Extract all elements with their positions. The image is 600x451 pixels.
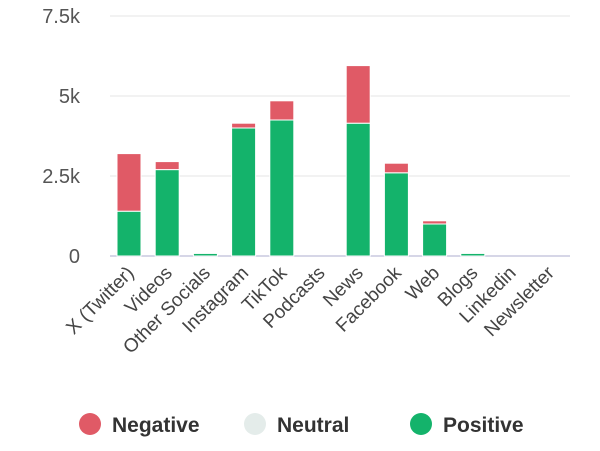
bar-positive[interactable] [345, 122, 371, 257]
gridlines [110, 15, 570, 257]
legend-item-neutral[interactable]: Neutral [244, 413, 349, 437]
bar-negative[interactable] [422, 220, 448, 225]
y-tick-label: 2.5k [42, 166, 81, 188]
legend-marker [79, 413, 101, 435]
bar-negative[interactable] [116, 153, 142, 212]
legend-label: Neutral [277, 414, 349, 437]
bar-negative[interactable] [383, 162, 409, 174]
y-axis-tick-labels: 0 2.5k 5k 7.5k [42, 6, 81, 268]
legend-marker [410, 413, 432, 435]
bar-positive[interactable] [154, 169, 180, 257]
y-tick-label: 7.5k [42, 6, 81, 28]
bar-positive[interactable] [383, 172, 409, 257]
bar-negative[interactable] [269, 100, 295, 121]
legend-item-positive[interactable]: Positive [410, 413, 524, 437]
bar-negative[interactable] [345, 65, 371, 124]
y-tick-label: 5k [59, 86, 81, 108]
bar-positive[interactable] [116, 210, 142, 257]
legend-marker [244, 413, 266, 435]
bars [116, 65, 486, 257]
legend-label: Positive [443, 414, 524, 437]
bar-positive[interactable] [460, 252, 486, 257]
bar-positive[interactable] [422, 223, 448, 257]
legend-item-negative[interactable]: Negative [79, 413, 200, 437]
bar-positive[interactable] [192, 252, 218, 257]
bar-positive[interactable] [269, 119, 295, 257]
bar-positive[interactable] [231, 127, 257, 257]
legend[interactable]: Negative Neutral Positive [79, 413, 524, 437]
y-tick-label: 0 [69, 246, 80, 268]
bar-negative[interactable] [231, 122, 257, 129]
legend-label: Negative [112, 414, 200, 437]
bar-negative[interactable] [154, 161, 180, 171]
